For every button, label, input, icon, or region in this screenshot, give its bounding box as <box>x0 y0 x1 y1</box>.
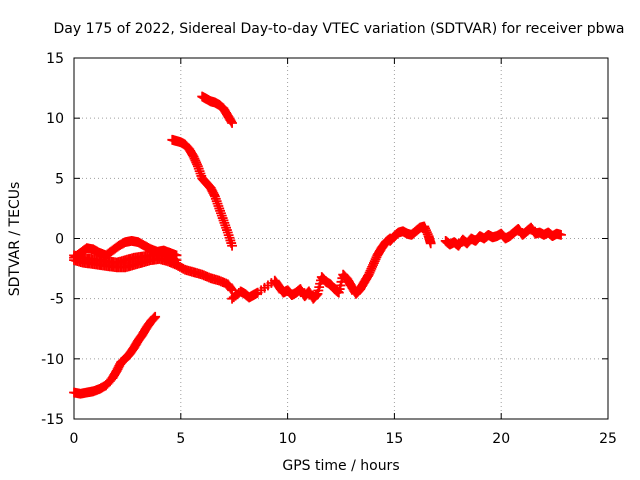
x-tick-label: 15 <box>385 431 403 447</box>
series-satellite-arc-high <box>197 91 237 128</box>
axis-ticks: 0 5 10 15 20 25 -15 -10 -5 0 5 10 15 <box>41 51 617 447</box>
x-tick-label: 20 <box>492 431 510 447</box>
y-tick-label: 0 <box>55 232 64 248</box>
grid-lines <box>74 58 608 419</box>
x-tick-label: 5 <box>176 431 185 447</box>
series-satellite-arc-dip <box>227 233 396 304</box>
chart-title: Day 175 of 2022, Sidereal Day-to-day VTE… <box>53 21 624 37</box>
plot-frame <box>73 57 609 420</box>
data-point <box>150 311 161 322</box>
data-point <box>556 229 566 240</box>
x-tick-label: 10 <box>279 431 297 447</box>
data-point <box>227 240 237 251</box>
series-satellite-arc-late <box>440 222 566 251</box>
y-tick-label: 15 <box>46 51 64 67</box>
y-tick-label: 10 <box>46 111 64 127</box>
series-satellite-arc-descending <box>167 134 237 251</box>
series-satellite-arc-lower-cluster <box>69 254 237 296</box>
x-tick-label: 0 <box>70 431 79 447</box>
data-point <box>227 118 237 128</box>
y-tick-label: -5 <box>50 292 64 308</box>
y-tick-label: -10 <box>41 352 64 368</box>
series-satellite-arc-recovery <box>385 221 436 249</box>
x-axis-label: GPS time / hours <box>282 458 399 474</box>
data-points <box>69 91 566 399</box>
data-point <box>227 285 237 296</box>
data-point <box>425 238 436 249</box>
y-tick-label: -15 <box>41 412 64 428</box>
y-axis-label: SDTVAR / TECUs <box>7 182 23 297</box>
x-tick-label: 25 <box>599 431 617 447</box>
series-satellite-arc-rising-low <box>69 311 161 399</box>
y-tick-label: 5 <box>55 171 64 187</box>
